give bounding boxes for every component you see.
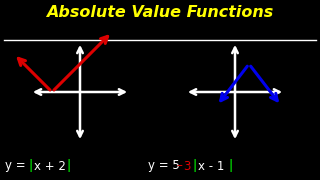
Text: Absolute Value Functions: Absolute Value Functions bbox=[46, 4, 274, 19]
Text: x + 2: x + 2 bbox=[34, 159, 66, 172]
Text: –: – bbox=[176, 159, 182, 172]
Text: |: | bbox=[67, 159, 71, 172]
Text: |: | bbox=[229, 159, 233, 172]
Text: x - 1: x - 1 bbox=[198, 159, 224, 172]
Text: 3: 3 bbox=[183, 159, 190, 172]
Text: y = 5: y = 5 bbox=[148, 159, 180, 172]
Text: |: | bbox=[192, 159, 196, 172]
Text: |: | bbox=[28, 159, 32, 172]
Text: y =: y = bbox=[5, 159, 29, 172]
